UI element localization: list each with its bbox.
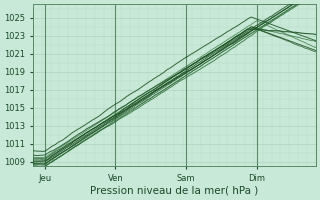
X-axis label: Pression niveau de la mer( hPa ): Pression niveau de la mer( hPa ) (90, 186, 259, 196)
